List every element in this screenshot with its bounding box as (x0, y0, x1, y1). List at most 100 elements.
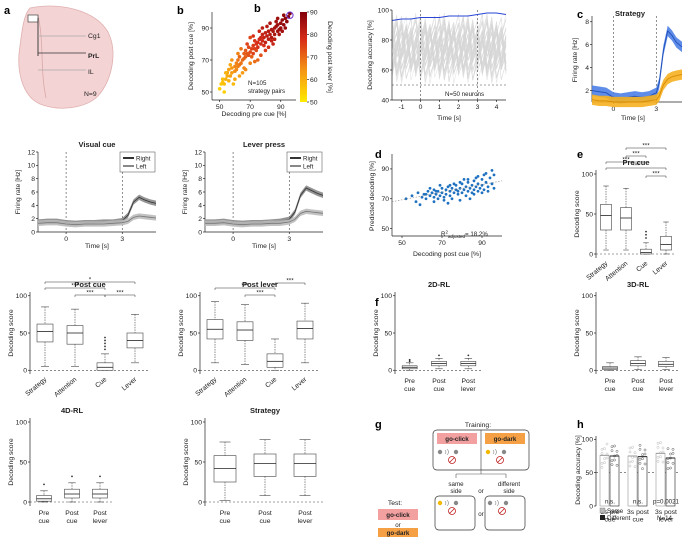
scatter-point (242, 51, 246, 56)
sound-icon (444, 448, 449, 456)
scatter-point (492, 186, 496, 190)
panel-label-b: b (177, 5, 184, 17)
animal-point (656, 446, 660, 449)
title-post-lever: Post lever (242, 280, 278, 289)
ylabel-pre-cue: Decoding score (574, 190, 581, 237)
y-tick-label: 100 (582, 171, 594, 178)
x-tick-label: 0 (419, 104, 423, 111)
y-tick-label: 50 (585, 470, 593, 477)
title-post-cue: Post cue (74, 280, 105, 289)
animal-point (631, 460, 634, 463)
post-lever: 0 50 100 Strategy Attention Cue Lever (186, 292, 320, 399)
legend-entry: Right (303, 156, 318, 163)
significance-bracket: *** (645, 171, 667, 178)
panel-label-a: a (4, 5, 11, 17)
scatter-point (277, 32, 282, 37)
series-line-Right (205, 187, 324, 224)
scatter-point (260, 39, 265, 43)
scatter-b: 50 50 70 70 90 90 50 60 70 80 90 (201, 9, 317, 111)
box (36, 323, 54, 343)
scatter-point (486, 189, 490, 193)
y-tick-label: 70 (381, 196, 389, 203)
ylabel-strategy-f: Decoding score (183, 438, 190, 485)
animal-point (671, 452, 675, 455)
legend-different: Different (607, 515, 631, 522)
scatter-point (268, 21, 272, 26)
scatter-point (450, 186, 454, 190)
no-entry-icon (448, 456, 456, 464)
title-c: Strategy (615, 9, 646, 18)
scatter-point (484, 171, 488, 175)
scatter-point (223, 71, 228, 75)
scatter-point (285, 19, 289, 24)
animal-point (605, 442, 609, 446)
scatter-point (460, 182, 464, 186)
scatter-point (410, 194, 414, 198)
accuracy-b: 40 60 80 100 -1 0 1 2 3 4 (378, 7, 507, 111)
title-strategy-f: Strategy (250, 406, 281, 415)
scatter-point (476, 189, 480, 193)
scatter-point (260, 26, 265, 30)
outlier-point (104, 339, 106, 342)
neuron-trace (391, 15, 507, 81)
category-label: Pre (39, 510, 50, 517)
scatter-point (248, 35, 252, 40)
cb-tick-label: 90 (310, 9, 318, 16)
scatter-point (484, 180, 488, 184)
strategy-f: 0 50 100 (191, 418, 325, 506)
y-tick-label: 100 (191, 419, 203, 426)
category-label: cue (67, 518, 78, 525)
x-tick-label: 3 (120, 236, 124, 243)
y-tick-label: 0 (31, 229, 35, 236)
category-label: Post (65, 510, 79, 517)
title-2D-RL: 2D-RL (428, 280, 451, 289)
animal-point (628, 464, 632, 468)
animal-point (641, 467, 644, 470)
animal-point (643, 448, 647, 452)
scatter-point (452, 191, 456, 195)
y-tick-label: 0 (388, 368, 392, 375)
same-side-label: side (450, 488, 462, 495)
animal-point (615, 454, 619, 457)
animal-point (659, 451, 662, 454)
significance-stars: *** (256, 290, 264, 297)
animal-point (656, 442, 660, 445)
scatter-point (426, 189, 430, 193)
scatter-point (472, 188, 476, 192)
same-side-label: same (448, 481, 464, 488)
scatter-point (268, 32, 272, 37)
animal-point (643, 452, 647, 456)
scatter-point (275, 23, 280, 27)
y-tick-label: 50 (201, 89, 209, 96)
scatter-point (416, 191, 420, 195)
y-tick-label: 50 (381, 226, 389, 233)
outlier-point (645, 233, 647, 236)
scatter-point (444, 192, 448, 196)
scatter-point (480, 191, 484, 195)
pairs-label: strategy pairs (248, 88, 285, 95)
scatter-point (428, 186, 432, 190)
different-side-label: different (498, 481, 521, 488)
y-tick-label: 0 (589, 251, 593, 258)
scatter-point (237, 55, 242, 59)
significance-stars: *** (632, 163, 640, 170)
significance-bracket: *** (625, 151, 647, 158)
category-label: 3s pre (601, 509, 620, 516)
no-entry-icon (448, 507, 456, 515)
animal-point (638, 462, 642, 465)
acc-xlabel: Time [s] (437, 115, 461, 122)
rule-b-swatch (485, 433, 525, 444)
scatter-point (252, 59, 257, 64)
fit-line (391, 180, 503, 203)
scatter-point (225, 74, 230, 78)
ylabel-visual-cue: Firing rate [Hz] (15, 170, 22, 215)
scatter-point (249, 47, 254, 51)
scatter-point (234, 67, 239, 72)
animal-point (628, 450, 632, 454)
scatter-point (456, 192, 460, 196)
title-4D-RL: 4D-RL (61, 406, 84, 415)
y-tick-label: 70 (201, 57, 209, 64)
animal-point (656, 456, 660, 459)
category-label: Cue (264, 376, 278, 390)
